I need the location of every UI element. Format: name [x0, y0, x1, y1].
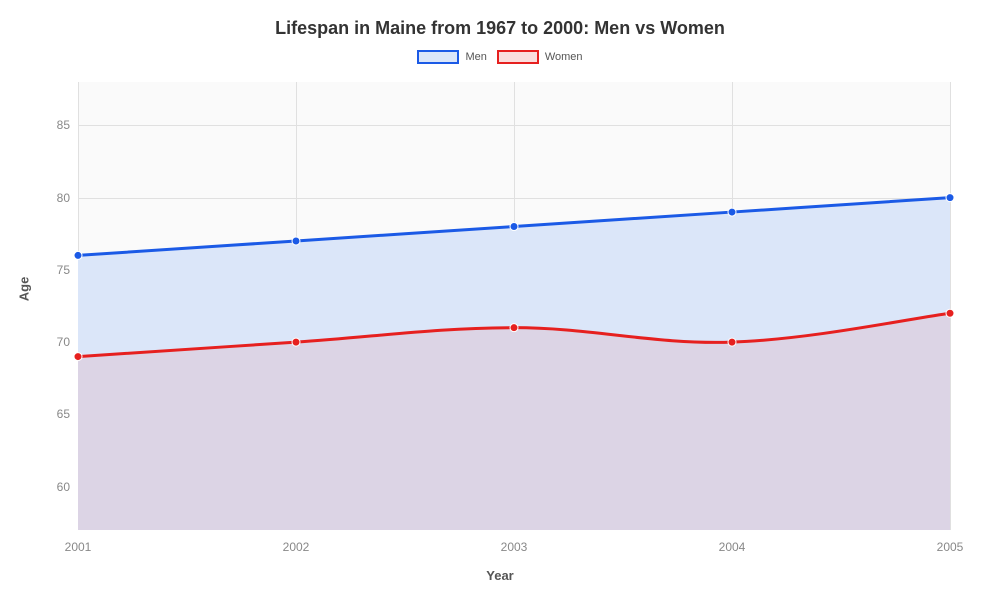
x-axis-label: Year	[486, 568, 513, 583]
data-point-men[interactable]	[510, 223, 518, 231]
y-axis-label: Age	[17, 277, 32, 302]
y-tick-label: 70	[42, 335, 70, 349]
y-tick-label: 60	[42, 480, 70, 494]
y-tick-label: 65	[42, 407, 70, 421]
data-point-men[interactable]	[728, 208, 736, 216]
y-tick-label: 75	[42, 263, 70, 277]
x-tick-label: 2002	[283, 540, 310, 554]
data-point-women[interactable]	[74, 353, 82, 361]
x-tick-label: 2004	[719, 540, 746, 554]
data-point-men[interactable]	[292, 237, 300, 245]
legend-swatch-women	[497, 50, 539, 64]
plot-svg	[78, 82, 950, 530]
y-tick-label: 85	[42, 118, 70, 132]
data-point-men[interactable]	[74, 251, 82, 259]
data-point-women[interactable]	[728, 338, 736, 346]
chart-container: Lifespan in Maine from 1967 to 2000: Men…	[0, 0, 1000, 600]
y-tick-label: 80	[42, 191, 70, 205]
gridline-vertical	[950, 82, 951, 530]
legend-item-men[interactable]: Men	[417, 50, 486, 64]
data-point-men[interactable]	[946, 194, 954, 202]
legend-swatch-men	[417, 50, 459, 64]
x-tick-label: 2005	[937, 540, 964, 554]
plot-area	[78, 82, 950, 530]
chart-title: Lifespan in Maine from 1967 to 2000: Men…	[0, 18, 1000, 39]
legend-label-women: Women	[545, 51, 583, 63]
legend-label-men: Men	[465, 51, 486, 63]
x-tick-label: 2003	[501, 540, 528, 554]
data-point-women[interactable]	[292, 338, 300, 346]
x-tick-label: 2001	[65, 540, 92, 554]
data-point-women[interactable]	[946, 309, 954, 317]
legend: Men Women	[0, 50, 1000, 64]
legend-item-women[interactable]: Women	[497, 50, 583, 64]
data-point-women[interactable]	[510, 324, 518, 332]
